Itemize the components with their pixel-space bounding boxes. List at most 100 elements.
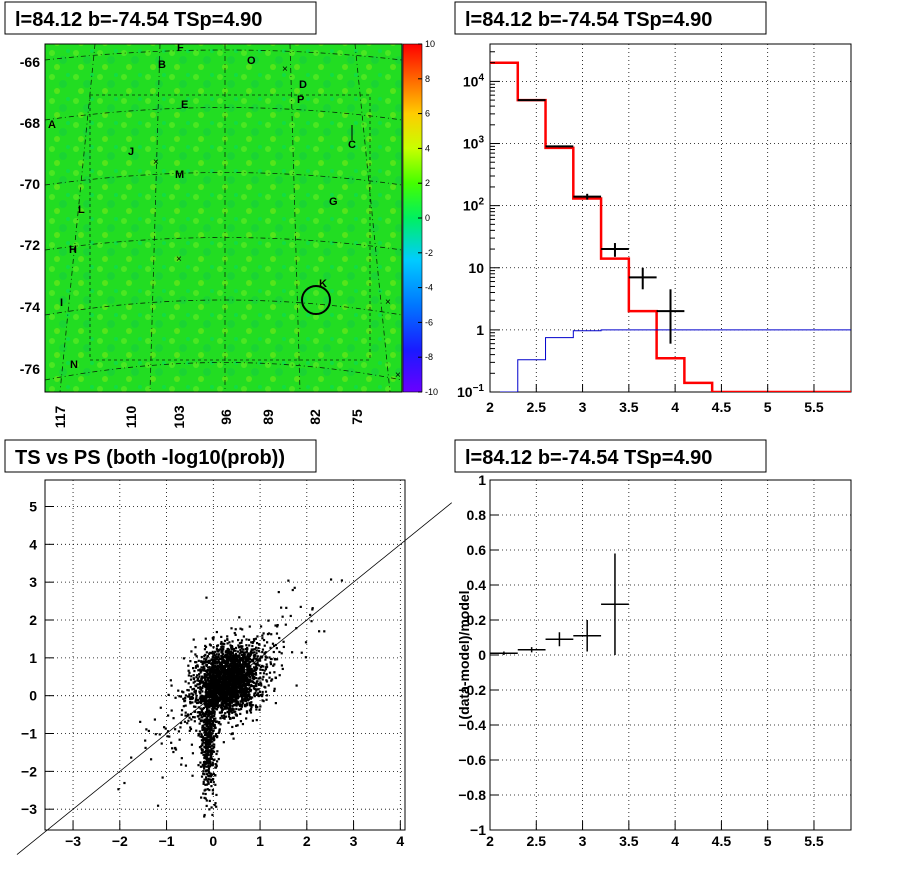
scatter-point <box>199 695 202 698</box>
scatter-point <box>230 668 234 671</box>
scatter-point <box>212 708 215 711</box>
scatter-point <box>256 635 259 638</box>
scatter-point <box>213 745 216 749</box>
scatter-point <box>239 651 242 654</box>
map-x-tick-label: 103 <box>171 405 187 429</box>
scatter-point <box>117 788 120 791</box>
scatter-point <box>202 772 205 775</box>
scatter-point <box>213 686 217 689</box>
scatter-point <box>204 740 208 743</box>
scatter-point <box>235 702 238 705</box>
scatter-point <box>206 747 209 750</box>
scatter-point <box>199 765 203 768</box>
scatter-point <box>250 674 253 677</box>
scatter-point <box>249 653 253 656</box>
scatter-point <box>234 662 237 665</box>
scatter-x-tick-label: 4 <box>396 833 404 849</box>
residual-y-tick-label: 0.2 <box>467 612 487 628</box>
scatter-point <box>206 677 210 681</box>
scatter-point <box>222 702 225 705</box>
scatter-point <box>209 718 212 721</box>
scatter-point <box>187 682 190 685</box>
scatter-point <box>238 689 241 692</box>
scatter-point <box>216 735 219 738</box>
residual-x-tick-label: 4 <box>671 833 679 849</box>
scatter-point <box>237 703 240 706</box>
scatter-point <box>179 726 182 729</box>
scatter-point <box>250 683 253 687</box>
scatter-point <box>170 709 173 712</box>
scatter-point <box>235 656 238 659</box>
scatter-point <box>223 714 226 717</box>
scatter-point <box>218 687 222 690</box>
scatter-point <box>254 654 257 657</box>
scatter-point <box>235 691 238 694</box>
scatter-point <box>233 631 236 635</box>
scatter-point <box>266 633 270 636</box>
scatter-point <box>203 667 206 670</box>
spectrum-title: l=84.12 b=-74.54 TSp=4.90 <box>465 9 712 31</box>
scatter-point <box>215 653 218 656</box>
scatter-point <box>215 708 218 711</box>
scatter-point <box>252 669 256 672</box>
scatter-point <box>241 722 245 726</box>
scatter-point <box>204 737 207 741</box>
scatter-point <box>228 641 231 644</box>
scatter-point <box>248 686 251 690</box>
scatter-point <box>208 651 211 654</box>
scatter-point <box>184 694 188 697</box>
scatter-point <box>215 687 218 690</box>
scatter-point <box>208 788 211 792</box>
scatter-point <box>265 679 268 682</box>
scatter-point <box>210 651 213 655</box>
scatter-point <box>276 625 279 628</box>
scatter-point <box>164 727 167 730</box>
scatter-point <box>189 727 193 731</box>
scatter-point <box>208 765 212 768</box>
scatter-point <box>233 658 236 661</box>
scatter-point <box>239 695 242 698</box>
scatter-point <box>224 665 227 668</box>
scatter-point <box>216 644 219 647</box>
scatter-point <box>211 652 214 655</box>
scatter-x-tick-label: 3 <box>350 833 358 849</box>
scatter-point <box>257 650 261 653</box>
scatter-point <box>193 710 197 713</box>
scatter-point <box>231 725 234 729</box>
scatter-point <box>253 662 256 665</box>
scatter-point <box>231 659 234 662</box>
scatter-point <box>235 707 238 711</box>
scatter-point <box>264 668 268 671</box>
map-x-marker: × <box>282 64 288 75</box>
scatter-point <box>243 670 246 673</box>
scatter-point <box>223 705 226 708</box>
scatter-point <box>226 707 229 710</box>
scatter-point <box>256 667 259 670</box>
scatter-point <box>207 691 211 694</box>
scatter-point <box>255 693 259 697</box>
map-x-tick-label: 82 <box>307 409 323 425</box>
scatter-point <box>224 662 227 665</box>
scatter-point <box>203 741 207 744</box>
scatter-point <box>246 668 249 671</box>
scatter-point <box>239 677 243 680</box>
scatter-point <box>213 706 216 710</box>
scatter-point <box>210 729 213 732</box>
scatter-point <box>205 733 208 737</box>
scatter-point <box>219 680 222 683</box>
scatter-point <box>250 701 253 704</box>
scatter-point <box>189 678 193 681</box>
map-x-tick-label: 75 <box>349 409 365 425</box>
scatter-point <box>167 714 170 717</box>
scatter-point <box>231 652 234 655</box>
scatter-point <box>240 641 243 644</box>
scatter-point <box>227 707 230 710</box>
scatter-point <box>254 691 257 694</box>
scatter-point <box>240 645 243 648</box>
scatter-point <box>237 644 240 647</box>
scatter-point <box>206 729 209 732</box>
scatter-point <box>241 656 244 660</box>
scatter-point <box>203 675 206 678</box>
scatter-point <box>206 672 209 676</box>
scatter-point <box>255 680 258 683</box>
